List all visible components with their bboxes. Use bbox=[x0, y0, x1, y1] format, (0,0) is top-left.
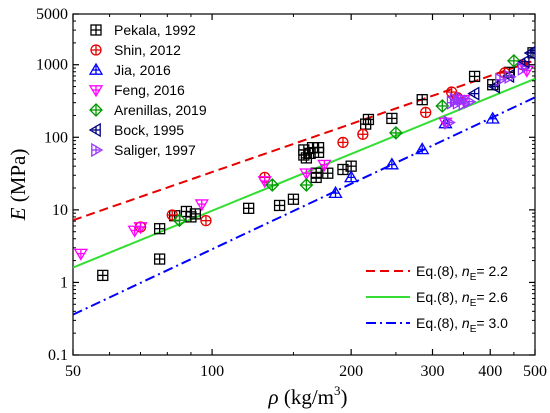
data-point bbox=[299, 178, 314, 192]
data-point bbox=[299, 168, 314, 181]
data-point bbox=[517, 61, 530, 76]
data-point bbox=[416, 94, 428, 106]
legend-label: Jia, 2016 bbox=[114, 62, 171, 78]
data-point bbox=[435, 99, 450, 113]
plot-frame bbox=[72, 13, 536, 356]
legend-label: Bock, 1995 bbox=[114, 122, 184, 138]
data-point bbox=[504, 69, 517, 85]
legend-label: Pekala, 1992 bbox=[114, 22, 196, 38]
data-point bbox=[287, 193, 300, 205]
data-point bbox=[357, 128, 369, 140]
data-points bbox=[73, 46, 535, 282]
legend-marker bbox=[89, 103, 103, 117]
data-point bbox=[322, 167, 334, 179]
y-tick-label: 1 bbox=[60, 274, 68, 291]
y-tick-label: 1000 bbox=[36, 57, 68, 74]
data-point bbox=[310, 167, 322, 179]
legend-marker bbox=[90, 44, 102, 56]
data-point bbox=[464, 94, 477, 109]
x-tick-label: 200 bbox=[339, 363, 363, 380]
data-point bbox=[312, 146, 325, 159]
data-point bbox=[200, 215, 212, 227]
data-point bbox=[328, 185, 343, 198]
x-tick-label: 300 bbox=[421, 363, 445, 380]
legend-marker bbox=[88, 85, 104, 98]
data-point bbox=[415, 142, 430, 155]
x-tick-label: 50 bbox=[65, 363, 81, 380]
x-tick-label: 400 bbox=[478, 363, 502, 380]
fit-legend: Eq.(8), nE= 2.2 Eq.(8), nE= 2.6 Eq.(8), nE… bbox=[366, 263, 508, 335]
x-tick-label: 100 bbox=[200, 363, 224, 380]
legend-label: Saliger, 1997 bbox=[114, 142, 196, 158]
series-7 bbox=[443, 61, 530, 130]
data-point bbox=[166, 209, 178, 221]
data-point bbox=[257, 176, 272, 189]
data-point bbox=[73, 248, 89, 261]
data-point bbox=[443, 115, 456, 130]
series-5 bbox=[172, 53, 521, 228]
fit-legend-label: Eq.(8), nE= 2.6 bbox=[416, 289, 508, 309]
data-point bbox=[445, 86, 458, 98]
series-1 bbox=[97, 47, 535, 282]
axis-titles: ρ (kg/m3) E (MPa) bbox=[6, 149, 348, 409]
data-point bbox=[344, 170, 359, 183]
y-tick-label: 5000 bbox=[36, 6, 68, 23]
data-point bbox=[153, 253, 166, 265]
legend-marker bbox=[88, 122, 101, 138]
legend-marker bbox=[88, 62, 104, 75]
legend-label: Shin, 2012 bbox=[114, 42, 181, 58]
data-point bbox=[265, 178, 280, 192]
data-point bbox=[384, 157, 400, 170]
fit-legend-label: Eq.(8), nE= 2.2 bbox=[416, 263, 508, 283]
data-point bbox=[133, 222, 148, 235]
legend-marker bbox=[91, 142, 104, 158]
data-point bbox=[485, 111, 500, 124]
fit-legend-label: Eq.(8), nE= 3.0 bbox=[416, 315, 508, 335]
data-point bbox=[495, 72, 508, 87]
x-axis-title: ρ (kg/m3) bbox=[267, 383, 347, 409]
y-axis-title: E (MPa) bbox=[6, 149, 30, 222]
fit-line-3 bbox=[73, 96, 535, 316]
data-point bbox=[97, 269, 109, 282]
legend-label: Feng, 2016 bbox=[114, 82, 185, 98]
legend-marker bbox=[90, 24, 102, 36]
series-legend: Pekala, 1992 Shin, 2012 Jia, 2016 Feng, 201… bbox=[88, 22, 207, 158]
data-point bbox=[468, 70, 481, 83]
plot-border bbox=[72, 13, 536, 356]
data-point bbox=[517, 54, 530, 69]
data-point bbox=[527, 46, 535, 55]
data-point bbox=[243, 202, 255, 214]
data-point bbox=[194, 199, 209, 212]
data-point bbox=[273, 199, 286, 212]
data-point bbox=[337, 136, 349, 149]
data-point bbox=[153, 223, 166, 235]
data-point bbox=[189, 208, 201, 220]
data-point bbox=[172, 213, 187, 228]
data-point bbox=[127, 225, 142, 238]
data-point bbox=[467, 86, 480, 101]
y-tick-label: 10 bbox=[52, 202, 68, 219]
legend-label: Arenillas, 2019 bbox=[114, 102, 207, 118]
data-point bbox=[362, 113, 375, 126]
y-tick-label: 100 bbox=[44, 129, 68, 146]
data-point bbox=[386, 112, 398, 125]
data-point bbox=[389, 125, 403, 140]
data-point bbox=[506, 53, 521, 68]
fit-line-1 bbox=[73, 59, 535, 222]
data-point bbox=[317, 159, 332, 172]
x-tick-label: 500 bbox=[523, 363, 547, 380]
y-tick-label: 0.1 bbox=[48, 347, 68, 364]
axis-ticks: 50 100 200 300 400 500 0.1 1 10 100 1000 5000 bbox=[36, 6, 547, 380]
data-point bbox=[420, 106, 432, 119]
